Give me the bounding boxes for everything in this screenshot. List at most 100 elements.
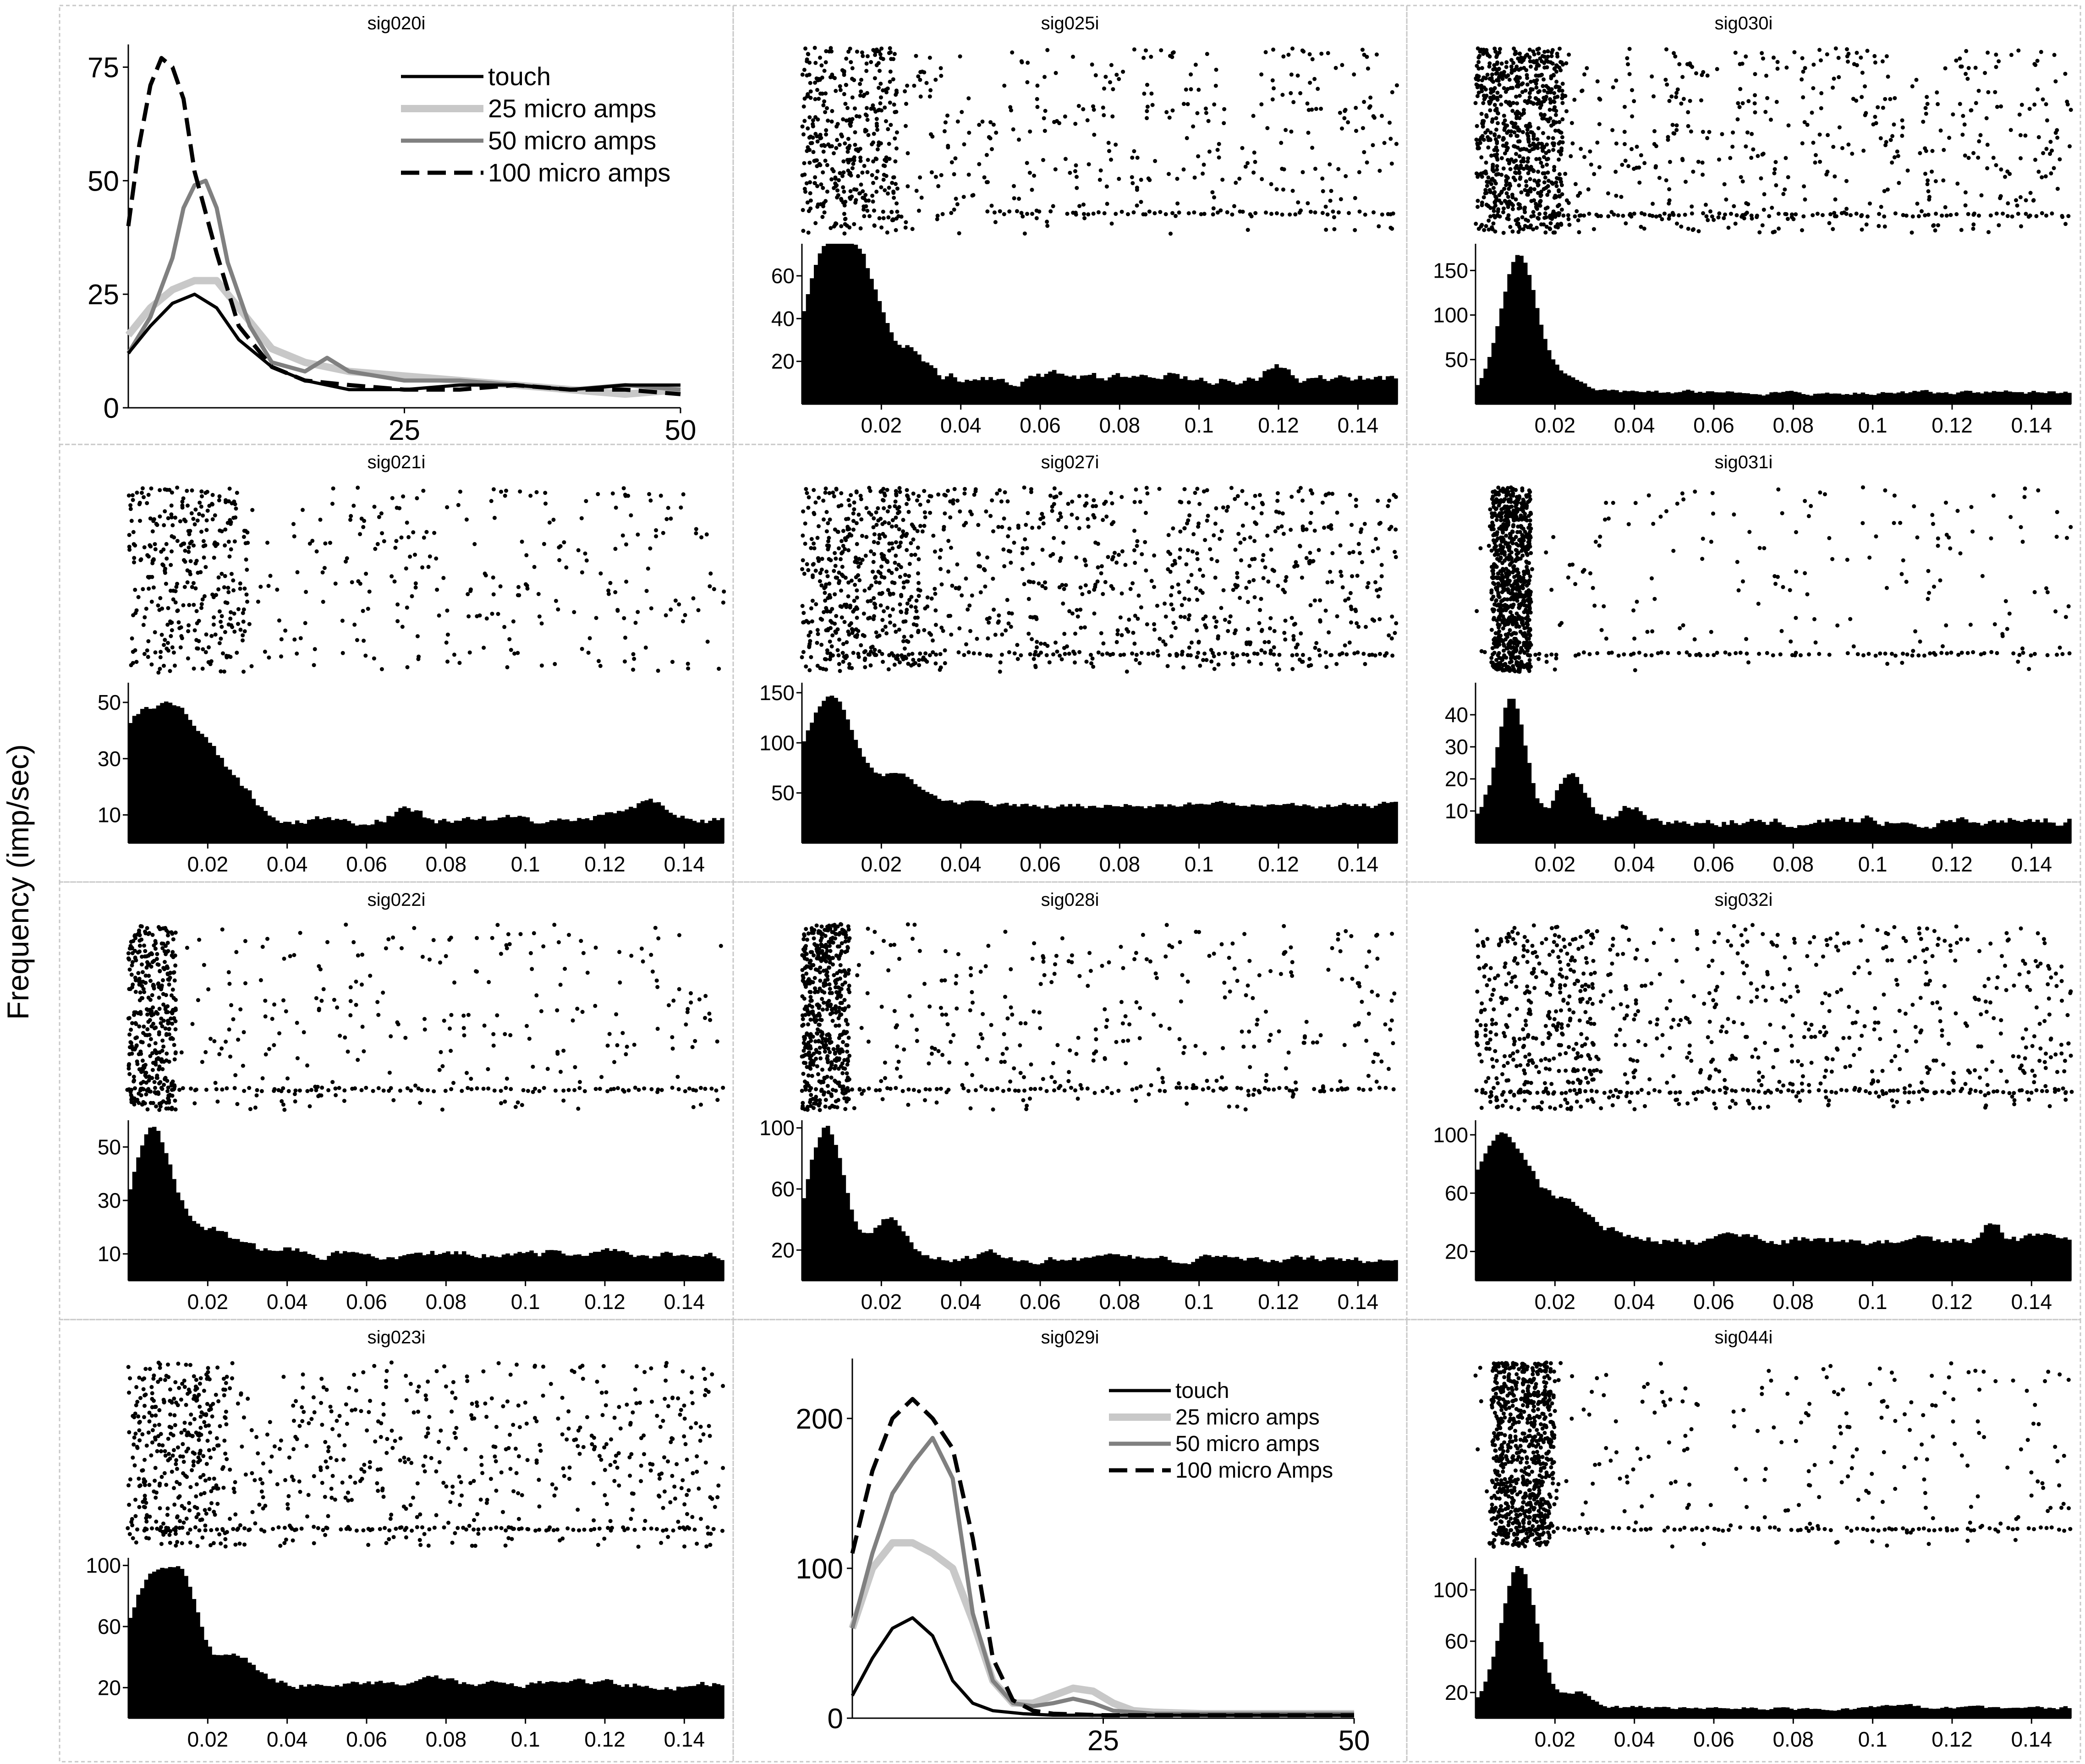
raster-spike	[1213, 575, 1218, 580]
raster-spike	[1492, 103, 1497, 107]
hist-bar	[271, 817, 276, 843]
raster-spike	[1308, 81, 1312, 85]
raster-spike	[1551, 211, 1555, 216]
raster-spike	[1884, 54, 1889, 59]
raster-spike	[1914, 77, 1919, 82]
hist-bar	[909, 347, 914, 404]
raster-spike	[1361, 126, 1365, 131]
raster-spike	[1544, 186, 1548, 190]
raster-spike	[881, 177, 886, 182]
raster-spike	[807, 209, 811, 214]
raster-spike	[1947, 535, 1951, 540]
raster-spike	[1923, 213, 1927, 218]
raster-spike	[867, 486, 872, 490]
raster-spike	[859, 77, 863, 82]
raster-spike	[840, 550, 845, 554]
raster-spike	[1930, 513, 1935, 517]
raster-spike	[186, 629, 191, 634]
raster-spike	[1475, 64, 1479, 68]
raster-spike	[864, 506, 869, 510]
raster-spike	[1776, 487, 1781, 492]
raster-spike	[1860, 227, 1864, 232]
raster-spike	[1710, 491, 1715, 495]
raster-spike	[176, 608, 180, 613]
hist-bar	[1151, 807, 1156, 843]
raster-spike	[812, 45, 817, 50]
series-line-3	[126, 56, 681, 396]
raster-spike	[1900, 125, 1905, 130]
raster-spike	[875, 169, 880, 174]
raster-spike	[1507, 186, 1511, 191]
raster-spike	[823, 60, 828, 65]
raster-spike	[1538, 200, 1542, 204]
raster-spike	[1295, 564, 1300, 568]
hist-bar	[1314, 808, 1319, 843]
raster-spike	[1086, 517, 1090, 521]
raster-spike	[1170, 51, 1175, 55]
raster-spike	[1510, 192, 1514, 197]
raster-spike	[445, 659, 450, 664]
hist-bar	[1302, 381, 1307, 404]
raster-spike	[131, 661, 135, 665]
raster-spike	[244, 592, 249, 597]
raster-spike	[677, 602, 681, 607]
hist-bar	[1215, 801, 1219, 843]
hist-bar	[1068, 804, 1073, 843]
raster-spike	[1760, 223, 1765, 228]
raster-spike	[708, 584, 712, 589]
raster-spike	[532, 564, 537, 569]
raster-spike	[856, 174, 860, 178]
raster-spike	[1746, 202, 1750, 207]
hist-bar	[140, 709, 145, 843]
raster-spike	[1490, 225, 1494, 230]
raster-spike	[1918, 151, 1922, 155]
raster-spike	[894, 228, 898, 232]
raster-spike	[1497, 193, 1502, 197]
raster-spike	[584, 558, 589, 563]
raster-spike	[1071, 210, 1075, 215]
series-line-2	[126, 178, 681, 392]
raster-spike	[1048, 493, 1053, 498]
raster-spike	[899, 593, 903, 597]
raster-spike	[1344, 652, 1349, 657]
raster-spike	[404, 566, 408, 571]
raster-spike	[1247, 564, 1252, 568]
hist-bar	[1286, 804, 1291, 843]
raster-spike	[1560, 93, 1565, 97]
raster-spike	[1387, 499, 1392, 503]
hist-bar	[965, 801, 969, 843]
hist-bar	[1610, 389, 1615, 404]
raster-spike	[1765, 96, 1770, 100]
raster-spike	[1955, 181, 1960, 186]
hist-bar	[1602, 389, 1607, 404]
raster-spike	[1009, 560, 1013, 565]
raster-spike	[1147, 209, 1152, 214]
raster-spike	[1295, 652, 1299, 657]
raster-spike	[1350, 523, 1354, 527]
raster-spike	[644, 589, 649, 593]
hist-bar	[937, 375, 942, 404]
raster-spike	[1669, 94, 1674, 99]
raster-spike	[1831, 85, 1835, 90]
raster-spike	[958, 509, 962, 514]
raster-spike	[992, 608, 996, 612]
raster-spike	[1205, 52, 1209, 56]
raster-spike	[1230, 651, 1235, 656]
raster-spike	[516, 651, 520, 655]
hist-bar	[850, 730, 854, 843]
raster-spike	[509, 648, 513, 652]
raster-spike	[1078, 608, 1083, 612]
hist-bar	[1072, 375, 1076, 404]
raster-spike	[818, 55, 822, 60]
raster-spike	[1850, 152, 1855, 156]
raster-spike	[905, 83, 910, 88]
raster-spike	[1110, 557, 1114, 562]
raster-spike	[928, 88, 933, 93]
hist-bar	[1064, 806, 1069, 843]
raster-spike	[901, 639, 905, 643]
hist-bar	[319, 819, 324, 843]
raster-spike	[1934, 211, 1938, 216]
raster-spike	[938, 652, 943, 657]
raster-spike	[241, 638, 245, 643]
hist-bar	[857, 748, 862, 843]
